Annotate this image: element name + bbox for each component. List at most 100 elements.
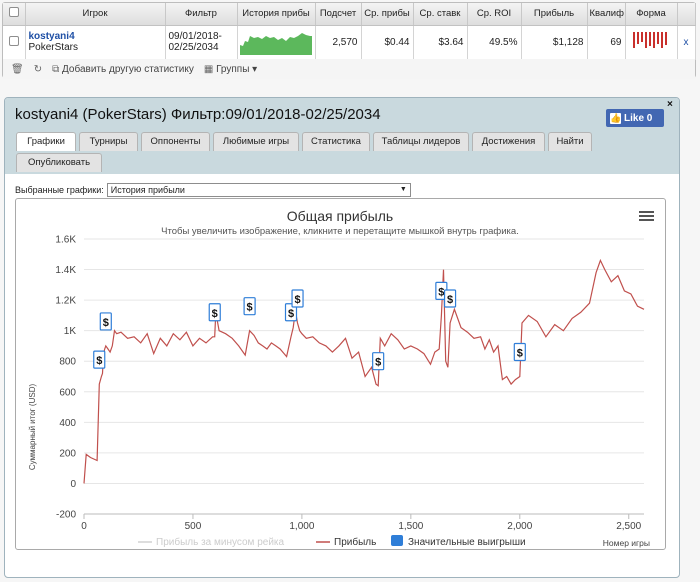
tab-opponents[interactable]: Оппоненты xyxy=(141,132,210,151)
chart-legend: Прибыль за минусом рейка Прибыль Значите… xyxy=(138,535,526,548)
tab-leaderboards[interactable]: Таблицы лидеров xyxy=(373,132,469,151)
tab-tournaments[interactable]: Турниры xyxy=(79,132,138,151)
tab-charts[interactable]: Графики xyxy=(16,132,76,151)
stats-toolbar: 🗑 ↻ ⧉ Добавить другую статистику ▦ Групп… xyxy=(3,59,695,79)
y-axis-ticks: -200 0 200 400 600 800 1K 1.2K 1.4K 1.6K xyxy=(55,235,76,521)
facebook-like-button[interactable]: 👍 Like 0 xyxy=(606,109,664,127)
chevron-down-icon: ▾ xyxy=(252,63,258,75)
legend-item-rake[interactable]: Прибыль за минусом рейка xyxy=(156,536,285,548)
chart-select[interactable]: История прибыли ▼ xyxy=(106,183,411,197)
thumbs-up-icon: 👍 xyxy=(610,112,622,124)
profit-series xyxy=(83,258,645,484)
x-tick-label: 2,500 xyxy=(616,521,641,532)
profit-chart[interactable]: Общая прибыль Чтобы увеличить изображени… xyxy=(15,198,666,550)
chart-select-value: История прибыли xyxy=(110,185,185,195)
y-tick-label: 200 xyxy=(59,448,76,459)
groups-dropdown[interactable]: ▦ Группы ▾ xyxy=(203,63,258,75)
avg-roi-cell: 49.5% xyxy=(467,25,522,60)
big-win-marker[interactable]: $ xyxy=(208,303,221,322)
y-tick-label: 1.6K xyxy=(55,235,76,246)
big-wins-markers[interactable]: $$$$$$$$$$ xyxy=(93,281,526,371)
svg-text:$: $ xyxy=(375,357,381,369)
column-header-player[interactable]: Игрок xyxy=(25,3,166,26)
y-tick-label: -200 xyxy=(56,510,76,521)
svg-text:$: $ xyxy=(447,294,453,306)
y-tick-label: 800 xyxy=(59,357,76,368)
remove-row-button[interactable]: x xyxy=(677,25,696,60)
y-tick-label: 600 xyxy=(59,387,76,398)
svg-text:$: $ xyxy=(212,308,218,320)
chart-title: Общая прибыль xyxy=(287,208,393,224)
player-cell: kostyani4 PokerStars xyxy=(25,25,166,60)
like-label: Like 0 xyxy=(624,112,653,124)
column-header-avg-profit[interactable]: Ср. прибы xyxy=(361,3,414,26)
big-win-marker[interactable]: $ xyxy=(372,352,385,371)
player-panel: kostyani4 (PokerStars) Фильтр:09/01/2018… xyxy=(4,97,680,578)
column-header-form[interactable]: Форма xyxy=(625,3,678,26)
profit-chart-svg[interactable]: Общая прибыль Чтобы увеличить изображени… xyxy=(16,199,665,549)
count-cell: 2,570 xyxy=(315,25,362,60)
svg-text:$: $ xyxy=(294,294,300,306)
profit-line xyxy=(83,258,645,484)
chart-menu-icon[interactable] xyxy=(639,211,654,221)
panel-header: kostyani4 (PokerStars) Фильтр:09/01/2018… xyxy=(5,98,679,174)
column-header-avg-stake[interactable]: Ср. ставк xyxy=(413,3,468,26)
profit-cell: $1,128 xyxy=(521,25,588,60)
big-win-marker[interactable]: $ xyxy=(443,289,457,308)
player-link[interactable]: kostyani4 xyxy=(28,31,75,42)
table-header-row: Игрок Фильтр История прибы Подсчет Ср. п… xyxy=(3,3,696,26)
column-header-count[interactable]: Подсчет xyxy=(315,3,362,26)
svg-text:$: $ xyxy=(96,355,102,367)
sparkline-graph xyxy=(239,32,312,55)
chart-select-row: Выбранные графики: История прибыли ▼ xyxy=(15,183,411,197)
big-win-marker[interactable]: $ xyxy=(513,342,526,362)
tab-statistics[interactable]: Статистика xyxy=(302,132,370,151)
column-header-filter[interactable]: Фильтр xyxy=(165,3,238,26)
grid-icon: ▦ xyxy=(203,63,214,75)
trash-icon[interactable]: 🗑 xyxy=(11,63,24,75)
refresh-icon[interactable]: ↻ xyxy=(33,63,43,75)
y-tick-label: 400 xyxy=(59,418,76,429)
select-all-checkbox[interactable] xyxy=(3,3,26,26)
qual-cell: 69 xyxy=(587,25,626,60)
svg-text:$: $ xyxy=(247,302,253,314)
filter-cell: 09/01/2018- 02/25/2034 xyxy=(165,25,238,60)
y-axis-label: Суммарный итог (USD) xyxy=(28,384,37,471)
x-axis-ticks: 0 500 1,000 1,500 2,000 2,500 xyxy=(81,514,642,532)
add-stat-button[interactable]: ⧉ Добавить другую статистику xyxy=(52,63,194,75)
big-win-marker[interactable]: $ xyxy=(243,297,256,316)
profit-history-sparkline[interactable] xyxy=(237,25,316,60)
big-win-marker[interactable]: $ xyxy=(99,312,112,331)
big-win-marker[interactable]: $ xyxy=(291,289,304,308)
form-cell xyxy=(625,25,678,60)
column-header-profit[interactable]: Прибыль xyxy=(521,3,588,26)
close-icon[interactable]: × xyxy=(667,99,673,110)
tab-achievements[interactable]: Достижения xyxy=(472,132,545,151)
column-header-profit-history[interactable]: История прибы xyxy=(237,3,316,26)
column-header-remove xyxy=(677,3,696,26)
column-header-avg-roi[interactable]: Ср. ROI xyxy=(467,3,522,26)
svg-text:$: $ xyxy=(517,348,523,360)
tab-favorite-games[interactable]: Любимые игры xyxy=(213,132,299,151)
tab-publish[interactable]: Опубликовать xyxy=(16,153,102,172)
legend-item-profit[interactable]: Прибыль xyxy=(334,536,376,548)
filter-line-2: 02/25/2034 xyxy=(168,42,219,53)
column-header-qual[interactable]: Квалиф xyxy=(587,3,626,26)
stats-table-panel: Игрок Фильтр История прибы Подсчет Ср. п… xyxy=(2,2,696,79)
x-tick-label: 1,000 xyxy=(289,521,314,532)
row-checkbox[interactable] xyxy=(3,25,26,60)
legend-item-bigwins[interactable]: Значительные выигрыши xyxy=(408,537,526,548)
svg-text:$: $ xyxy=(103,317,109,329)
chart-subtitle: Чтобы увеличить изображение, кликните и … xyxy=(161,226,519,237)
avg-stake-cell: $3.64 xyxy=(413,25,468,60)
x-axis-label: Номер игры xyxy=(603,538,650,548)
big-win-marker[interactable]: $ xyxy=(93,350,106,369)
form-bars xyxy=(632,31,667,48)
y-tick-label: 1.4K xyxy=(55,265,76,276)
external-icon: ⧉ xyxy=(52,63,60,75)
tab-find[interactable]: Найти xyxy=(548,132,592,151)
svg-text:$: $ xyxy=(288,308,294,320)
stats-table: Игрок Фильтр История прибы Подсчет Ср. п… xyxy=(3,3,696,60)
big-win-marker[interactable]: $ xyxy=(284,303,298,322)
filter-line-1: 09/01/2018- xyxy=(168,31,222,42)
